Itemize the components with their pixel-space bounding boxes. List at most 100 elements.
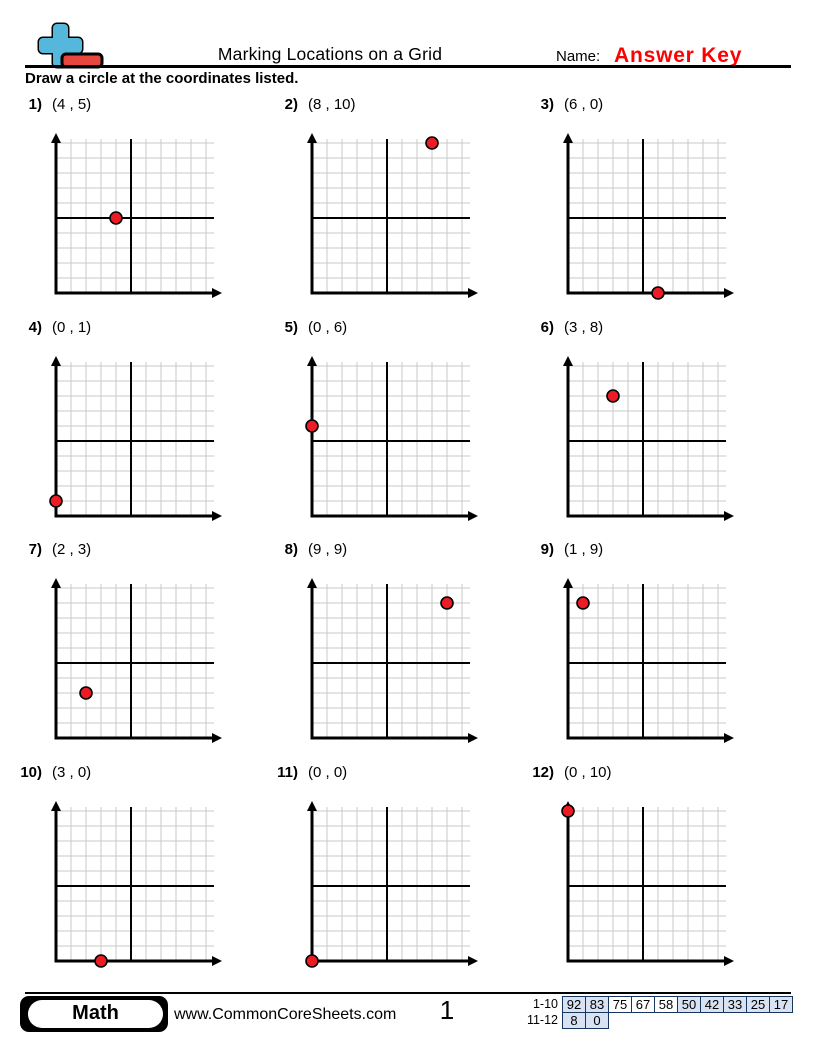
- answer-dot: [109, 211, 123, 225]
- y-axis-arrow-icon: [307, 133, 317, 143]
- page-title: Marking Locations on a Grid: [217, 44, 443, 64]
- y-axis-arrow-icon: [307, 800, 317, 811]
- problem-label: 12) (0 , 10): [528, 763, 612, 781]
- instruction-text: Draw a circle at the coordinates listed.: [25, 70, 299, 87]
- x-axis-arrow-icon: [468, 510, 478, 521]
- coordinate-grid: [305, 355, 478, 521]
- problem-number: 2): [284, 96, 298, 113]
- problem-cell: 7) (2 , 3): [0, 539, 256, 762]
- x-axis-arrow-icon: [212, 288, 222, 298]
- x-axis-arrow-icon: [724, 510, 734, 521]
- problem-number: 7): [28, 541, 42, 558]
- x-axis-arrow-icon: [468, 733, 478, 743]
- page-number: 1: [439, 995, 455, 1025]
- x-axis-arrow-icon: [468, 288, 478, 298]
- problem-coordinates: (0 , 6): [308, 318, 348, 336]
- problem-number: 11): [277, 763, 298, 781]
- problem-coordinates: (3 , 0): [52, 763, 92, 781]
- problem-label: 1) (4 , 5): [16, 96, 92, 113]
- problem-label: 9) (1 , 9): [528, 541, 604, 558]
- y-axis-arrow-icon: [51, 355, 61, 366]
- coordinate-grid: [51, 578, 222, 743]
- score-table-row: 11-12 8 0: [512, 1012, 793, 1029]
- problem-cell: 9) (1 , 9): [512, 539, 768, 762]
- x-axis-arrow-icon: [212, 510, 222, 521]
- score-cell: 92: [562, 996, 586, 1013]
- problem-coordinates: (0 , 0): [308, 763, 348, 781]
- problem-label: 10) (3 , 0): [16, 764, 91, 781]
- x-axis-arrow-icon: [468, 955, 478, 966]
- score-cell: 83: [585, 996, 609, 1013]
- y-axis-arrow-icon: [51, 133, 61, 143]
- plus-minus-logo-icon: [37, 22, 104, 69]
- problem-cell: 3) (6 , 0): [512, 94, 768, 317]
- y-axis-arrow-icon: [51, 578, 61, 588]
- score-cell: 0: [585, 1012, 609, 1029]
- problem-number: 9): [540, 541, 554, 558]
- x-axis-arrow-icon: [724, 288, 734, 298]
- coordinate-grid: [307, 133, 478, 298]
- subject-badge: Math: [20, 996, 168, 1032]
- problem-label: 8) (9 , 9): [272, 541, 348, 558]
- problem-cell: 11) (0 , 0): [256, 762, 512, 985]
- score-cell: 33: [723, 996, 747, 1013]
- coordinate-grid: [563, 133, 734, 300]
- answer-dot: [576, 596, 590, 610]
- problem-cell: 4) (0 , 1): [0, 317, 256, 540]
- problem-number: 4): [28, 318, 42, 336]
- coordinate-grid: [51, 800, 222, 968]
- coordinate-grid: [305, 800, 478, 968]
- problem-cell: 8) (9 , 9): [256, 539, 512, 762]
- answer-dot: [79, 686, 93, 700]
- problem-label: 6) (3 , 8): [528, 319, 604, 336]
- score-cell: 67: [631, 996, 655, 1013]
- problem-coordinates: (2 , 3): [52, 541, 92, 558]
- coordinate-grid: [563, 578, 734, 743]
- answer-dot: [561, 803, 575, 818]
- score-range-label: 11-12: [526, 1013, 558, 1027]
- problem-number: 3): [540, 96, 554, 113]
- problem-cell: 6) (3 , 8): [512, 317, 768, 540]
- answer-dot: [305, 953, 319, 968]
- score-table-row: 1-10 92 83 75 67 58 50 42 33 25 17: [512, 996, 793, 1013]
- problem-label: 5) (0 , 6): [272, 318, 348, 336]
- problem-label: 4) (0 , 1): [16, 318, 92, 336]
- footer-divider: [25, 992, 791, 994]
- problem-cell: 5) (0 , 6): [256, 317, 512, 540]
- coordinate-grid: [51, 133, 222, 298]
- problem-number: 5): [284, 318, 298, 336]
- score-table: 1-10 92 83 75 67 58 50 42 33 25 17 11-12 8 0: [512, 996, 793, 1029]
- answer-dot: [49, 493, 63, 508]
- score-cell: 58: [654, 996, 678, 1013]
- problem-label: 7) (2 , 3): [16, 541, 92, 558]
- problem-coordinates: (0 , 10): [564, 763, 612, 781]
- x-axis-arrow-icon: [212, 955, 222, 966]
- problem-cell: 10) (3 , 0): [0, 762, 256, 985]
- problem-label: 11) (0 , 0): [272, 764, 347, 781]
- answer-dot: [305, 418, 319, 433]
- problem-coordinates: (0 , 1): [52, 318, 92, 336]
- x-axis-arrow-icon: [724, 733, 734, 743]
- problems-grid: 1) (4 , 5) 2) (8 , 10) 3) (6 , 0) 4) (0 , 1)…: [0, 94, 816, 984]
- header-divider: [25, 65, 791, 68]
- problem-coordinates: (9 , 9): [308, 541, 348, 558]
- problem-cell: 12) (0 , 10): [512, 762, 768, 985]
- website-text: www.CommonCoreSheets.com: [174, 1006, 397, 1023]
- x-axis-arrow-icon: [724, 955, 734, 966]
- coordinate-grid: [49, 355, 222, 521]
- problem-cell: 2) (8 , 10): [256, 94, 512, 317]
- problem-coordinates: (8 , 10): [308, 96, 356, 113]
- score-cell: 25: [746, 996, 770, 1013]
- problem-number: 8): [284, 541, 298, 558]
- subject-label: Math: [28, 1000, 163, 1028]
- problem-label: 2) (8 , 10): [272, 96, 356, 113]
- y-axis-arrow-icon: [563, 578, 573, 588]
- score-cell: 17: [769, 996, 793, 1013]
- y-axis-arrow-icon: [563, 133, 573, 143]
- answer-dot: [606, 388, 620, 403]
- problem-number: 1): [28, 96, 42, 113]
- answer-dot: [94, 953, 108, 968]
- coordinate-grid: [563, 355, 734, 521]
- score-range-label: 1-10: [532, 997, 558, 1011]
- answer-dot: [651, 286, 665, 300]
